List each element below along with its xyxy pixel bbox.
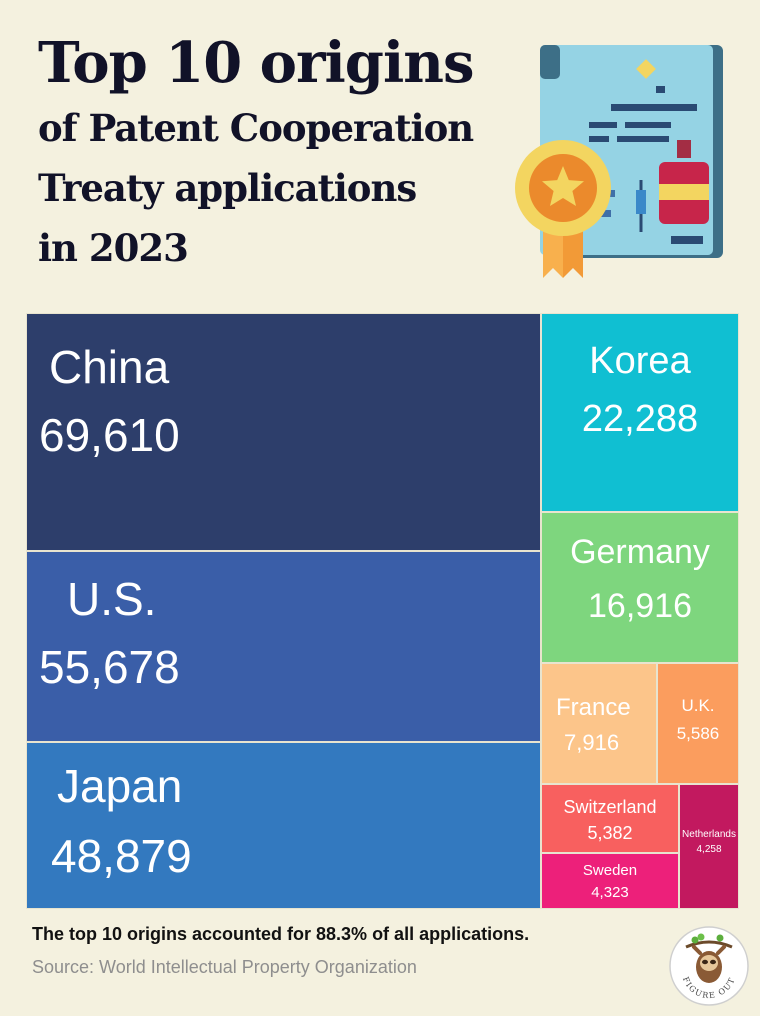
treemap-cell-us: U.S. 55,678 bbox=[26, 551, 541, 742]
cell-label-netherlands: Netherlands bbox=[682, 829, 736, 840]
cell-value-france: 7,916 bbox=[564, 730, 620, 755]
cell-label-germany: Germany bbox=[570, 533, 710, 571]
treemap-cell-uk: U.K. 5,586 bbox=[657, 663, 739, 784]
treemap-cell-korea: Korea 22,288 bbox=[541, 313, 739, 512]
cell-label-us: U.S. bbox=[67, 573, 157, 625]
cell-value-china: 69,610 bbox=[39, 409, 180, 461]
cell-value-uk: 5,586 bbox=[676, 724, 720, 743]
cell-value-switzerland: 5,382 bbox=[587, 823, 633, 843]
logo: FIGURE OUT bbox=[669, 926, 749, 1006]
cell-label-korea: Korea bbox=[589, 340, 691, 382]
cell-value-netherlands: 4,258 bbox=[696, 844, 722, 855]
cell-value-germany: 16,916 bbox=[588, 587, 692, 625]
title-line-4: in 2023 bbox=[38, 226, 189, 270]
title-line-2: of Patent Cooperation bbox=[38, 106, 474, 150]
cell-value-sweden: 4,323 bbox=[591, 884, 629, 901]
cell-label-uk: U.K. bbox=[681, 696, 715, 715]
treemap-cell-switzerland: Switzerland 5,382 bbox=[541, 784, 679, 853]
cell-label-japan: Japan bbox=[57, 760, 183, 812]
treemap-chart: China 69,610 U.S. 55,678 Japan 48,879 Ko… bbox=[26, 313, 739, 909]
treemap-cell-china: China 69,610 bbox=[26, 313, 541, 551]
summary-note: The top 10 origins accounted for 88.3% o… bbox=[32, 924, 530, 944]
title-line-1: Top 10 origins bbox=[38, 30, 474, 96]
treemap-cell-germany: Germany 16,916 bbox=[541, 512, 739, 663]
cell-value-us: 55,678 bbox=[39, 641, 180, 693]
sloth-icon bbox=[685, 933, 733, 983]
cell-label-china: China bbox=[49, 341, 170, 393]
page-title: Top 10 origins of Patent Cooperation Tre… bbox=[38, 28, 474, 278]
cell-value-korea: 22,288 bbox=[581, 398, 699, 440]
treemap-cell-france: France 7,916 bbox=[541, 663, 657, 784]
patent-certificate-icon bbox=[515, 45, 723, 278]
treemap-cell-netherlands: Netherlands 4,258 bbox=[679, 784, 739, 909]
treemap-cell-japan: Japan 48,879 bbox=[26, 742, 541, 909]
cell-label-switzerland: Switzerland bbox=[563, 797, 657, 817]
cell-label-france: France bbox=[556, 694, 631, 721]
title-line-3: Treaty applications bbox=[38, 166, 417, 210]
cell-value-japan: 48,879 bbox=[51, 830, 192, 882]
cell-label-sweden: Sweden bbox=[582, 862, 638, 879]
source-text: Source: World Intellectual Property Orga… bbox=[32, 957, 417, 977]
treemap-cell-sweden: Sweden 4,323 bbox=[541, 853, 679, 909]
